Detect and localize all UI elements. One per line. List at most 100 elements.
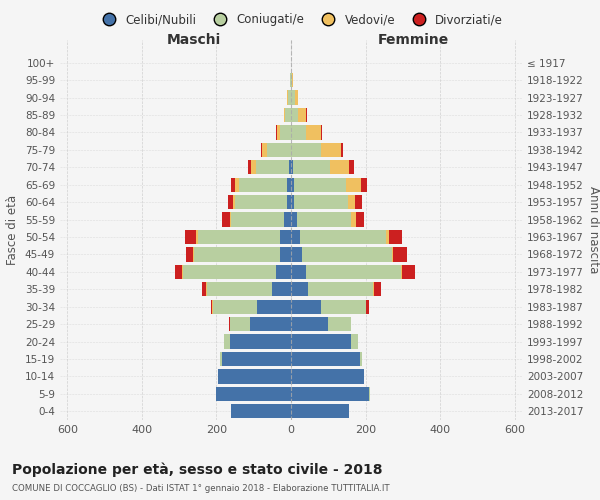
Bar	[292, 73, 293, 87]
Bar	[284, 108, 286, 122]
Bar	[227, 195, 233, 210]
Bar	[261, 142, 262, 157]
Bar	[328, 317, 350, 332]
Bar	[350, 317, 352, 332]
Bar	[296, 212, 350, 226]
Bar	[401, 264, 402, 279]
Bar	[290, 73, 291, 87]
Bar	[222, 352, 291, 366]
Bar	[183, 264, 276, 279]
Text: COMUNE DI COCCAGLIO (BS) - Dati ISTAT 1° gennaio 2018 - Elaborazione TUTTITALIA.: COMUNE DI COCCAGLIO (BS) - Dati ISTAT 1°…	[12, 484, 389, 493]
Bar	[224, 334, 230, 348]
Bar	[392, 248, 394, 262]
Bar	[291, 142, 321, 157]
Bar	[182, 264, 183, 279]
Bar	[350, 334, 358, 348]
Bar	[230, 178, 235, 192]
Bar	[306, 125, 321, 140]
Bar	[272, 282, 291, 296]
Bar	[321, 125, 322, 140]
Bar	[276, 264, 291, 279]
Bar	[267, 142, 291, 157]
Bar	[230, 334, 291, 348]
Bar	[218, 370, 291, 384]
Bar	[280, 248, 291, 262]
Bar	[257, 300, 291, 314]
Bar	[350, 212, 356, 226]
Bar	[402, 264, 415, 279]
Bar	[251, 160, 256, 174]
Y-axis label: Anni di nascita: Anni di nascita	[587, 186, 600, 274]
Bar	[291, 300, 321, 314]
Bar	[348, 195, 355, 210]
Bar	[294, 195, 348, 210]
Bar	[306, 264, 401, 279]
Text: Popolazione per età, sesso e stato civile - 2018: Popolazione per età, sesso e stato civil…	[12, 462, 383, 477]
Bar	[366, 300, 369, 314]
Bar	[346, 178, 361, 192]
Bar	[277, 125, 280, 140]
Bar	[276, 125, 277, 140]
Bar	[291, 404, 349, 418]
Bar	[193, 248, 194, 262]
Bar	[302, 248, 392, 262]
Bar	[250, 317, 291, 332]
Legend: Celibi/Nubili, Coniugati/e, Vedovi/e, Divorziati/e: Celibi/Nubili, Coniugati/e, Vedovi/e, Di…	[92, 8, 508, 31]
Text: Maschi: Maschi	[167, 33, 221, 47]
Bar	[301, 230, 386, 244]
Bar	[230, 212, 232, 226]
Bar	[287, 195, 291, 210]
Bar	[291, 73, 292, 87]
Bar	[287, 90, 288, 104]
Bar	[185, 230, 196, 244]
Bar	[194, 248, 280, 262]
Bar	[291, 230, 301, 244]
Bar	[291, 160, 293, 174]
Bar	[293, 160, 330, 174]
Bar	[291, 334, 350, 348]
Bar	[360, 352, 362, 366]
Bar	[291, 317, 328, 332]
Bar	[341, 142, 343, 157]
Bar	[389, 230, 402, 244]
Bar	[298, 108, 306, 122]
Bar	[230, 317, 250, 332]
Bar	[289, 160, 291, 174]
Bar	[206, 282, 207, 296]
Bar	[291, 125, 306, 140]
Bar	[229, 317, 230, 332]
Bar	[207, 282, 272, 296]
Bar	[256, 160, 289, 174]
Bar	[295, 90, 298, 104]
Bar	[235, 178, 239, 192]
Bar	[308, 282, 373, 296]
Bar	[291, 352, 360, 366]
Bar	[198, 230, 280, 244]
Bar	[373, 282, 374, 296]
Bar	[291, 90, 295, 104]
Bar	[211, 300, 212, 314]
Bar	[220, 352, 222, 366]
Bar	[235, 195, 287, 210]
Bar	[262, 142, 267, 157]
Bar	[291, 264, 306, 279]
Y-axis label: Fasce di età: Fasce di età	[7, 195, 19, 265]
Bar	[233, 195, 235, 210]
Text: Femmine: Femmine	[378, 33, 449, 47]
Bar	[356, 212, 364, 226]
Bar	[196, 230, 198, 244]
Bar	[294, 178, 346, 192]
Bar	[291, 386, 369, 401]
Bar	[185, 248, 193, 262]
Bar	[330, 160, 349, 174]
Bar	[361, 178, 367, 192]
Bar	[321, 142, 341, 157]
Bar	[291, 212, 296, 226]
Bar	[394, 248, 407, 262]
Bar	[217, 386, 291, 401]
Bar	[291, 248, 302, 262]
Bar	[280, 125, 291, 140]
Bar	[175, 264, 182, 279]
Bar	[291, 282, 308, 296]
Bar	[349, 160, 355, 174]
